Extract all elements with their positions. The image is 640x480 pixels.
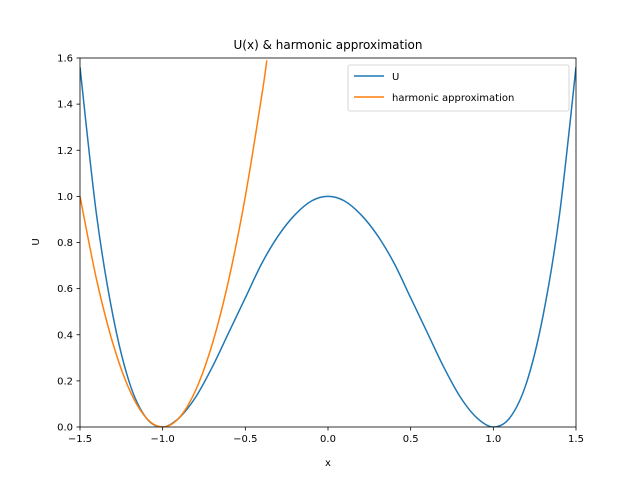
y-axis-label: U	[31, 238, 42, 245]
y-tick-label: 0.2	[57, 376, 73, 387]
y-axis: 0.0 0.2 0.4 0.6 0.8 1.0 1.2 1.4 1.6	[57, 54, 80, 434]
legend-label-harmonic: harmonic approximation	[392, 93, 514, 104]
y-tick-label: 1.0	[57, 192, 73, 203]
y-tick-label: 0.8	[57, 238, 73, 249]
y-tick-label: 1.2	[57, 146, 73, 157]
x-axis-label: x	[325, 458, 331, 469]
x-tick-label: −0.5	[233, 434, 257, 445]
x-axis: −1.5 −1.0 −0.5 0.0 0.5 1.0 1.5	[68, 427, 584, 445]
y-tick-label: 0.0	[57, 423, 73, 434]
y-tick-label: 0.6	[57, 284, 73, 295]
series-layer	[80, 60, 576, 427]
legend: U harmonic approximation	[347, 64, 570, 112]
legend-box	[347, 64, 570, 112]
series-line-harmonic	[80, 60, 268, 427]
x-tick-label: 1.5	[568, 434, 584, 445]
x-tick-label: −1.0	[151, 434, 175, 445]
x-tick-label: 0.5	[403, 434, 419, 445]
legend-label-u: U	[392, 72, 399, 83]
y-tick-label: 1.4	[57, 100, 73, 111]
x-tick-label: −1.5	[68, 434, 92, 445]
y-tick-label: 1.6	[57, 54, 73, 65]
x-tick-label: 1.0	[485, 434, 501, 445]
y-tick-label: 0.4	[57, 330, 73, 341]
x-tick-label: 0.0	[320, 434, 336, 445]
chart-title: U(x) & harmonic approximation	[234, 38, 423, 52]
